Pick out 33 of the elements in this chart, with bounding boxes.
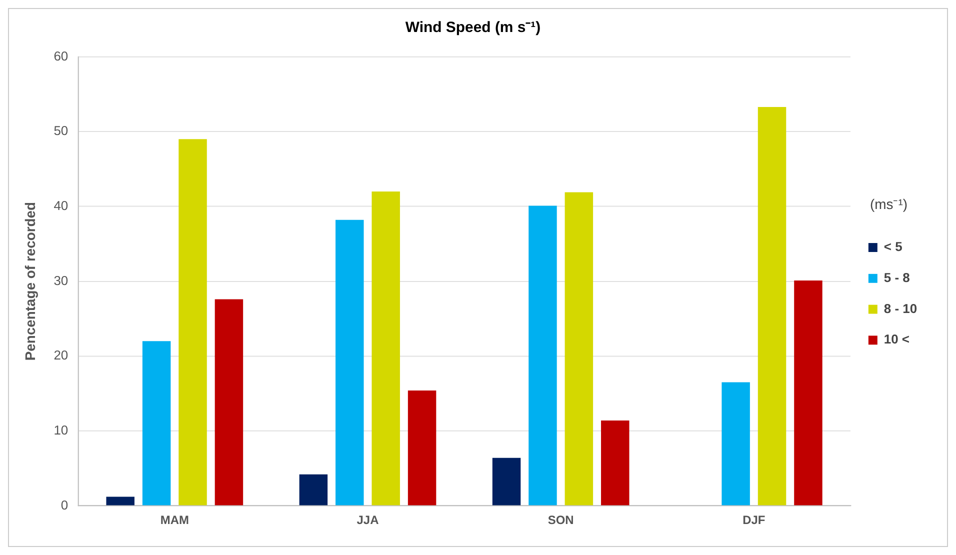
- bar: [601, 420, 630, 506]
- y-tick-label: 30: [54, 272, 68, 288]
- bar: [408, 390, 436, 506]
- bar: [106, 496, 134, 506]
- bar: [758, 106, 786, 506]
- chart-title: Wind Speed (m s⁻¹): [405, 19, 541, 36]
- bar: [722, 382, 750, 506]
- bar: [528, 206, 557, 506]
- legend-label: 8 - 10: [884, 300, 918, 316]
- bar: [214, 299, 244, 506]
- bar: [142, 341, 171, 506]
- bar: [794, 280, 822, 506]
- y-tick-label: 40: [54, 198, 68, 214]
- y-axis-title: Pencentage of recorded: [22, 202, 38, 361]
- legend-label: < 5: [884, 239, 902, 254]
- bar: [564, 192, 594, 506]
- x-tick-label: JJA: [356, 513, 380, 528]
- legend-label: 5 - 8: [884, 270, 910, 285]
- legend-label: 10 <: [884, 332, 910, 347]
- bar: [492, 458, 521, 506]
- bar: [372, 192, 400, 506]
- bar: [336, 220, 364, 506]
- y-tick-label: 60: [54, 48, 68, 64]
- y-tick-label: 20: [54, 348, 68, 363]
- y-tick-label: 0: [60, 497, 68, 512]
- bar: [178, 139, 207, 506]
- x-tick-label: MAM: [160, 513, 189, 528]
- legend-title: (ms⁻¹): [870, 196, 908, 212]
- y-tick-label: 50: [54, 123, 68, 138]
- y-tick-label: 10: [54, 422, 68, 438]
- x-tick-label: DJF: [742, 513, 766, 528]
- x-tick-label: SON: [548, 513, 574, 528]
- bar: [299, 474, 328, 506]
